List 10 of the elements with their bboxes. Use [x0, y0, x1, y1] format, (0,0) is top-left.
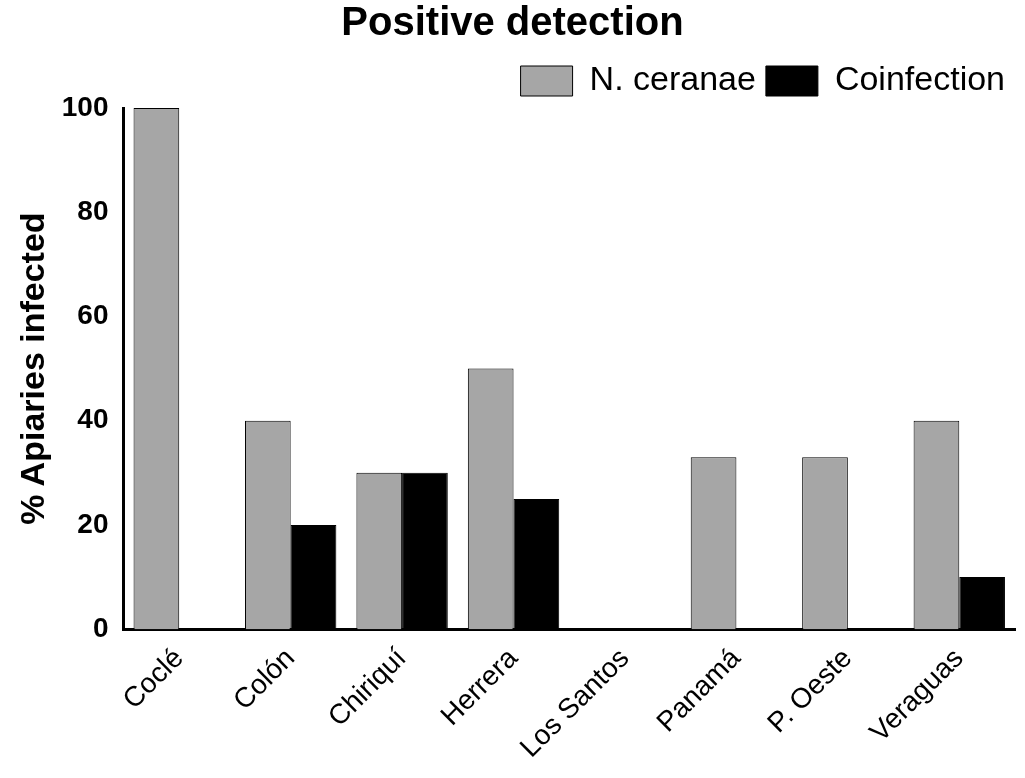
y-axis-title: % Apiaries infected: [12, 212, 51, 525]
y-tick-label: 60: [77, 299, 109, 331]
y-tick-label: 100: [61, 90, 109, 122]
y-tick-label: 40: [77, 403, 109, 435]
legend-label: N. ceranae: [589, 59, 756, 98]
y-tick-label: 0: [92, 611, 109, 643]
chart-title: Positive detection: [341, 0, 684, 44]
legend-label: Coinfection: [834, 59, 1006, 98]
y-tick-label: 80: [77, 194, 109, 226]
y-tick-label: 20: [77, 507, 109, 539]
